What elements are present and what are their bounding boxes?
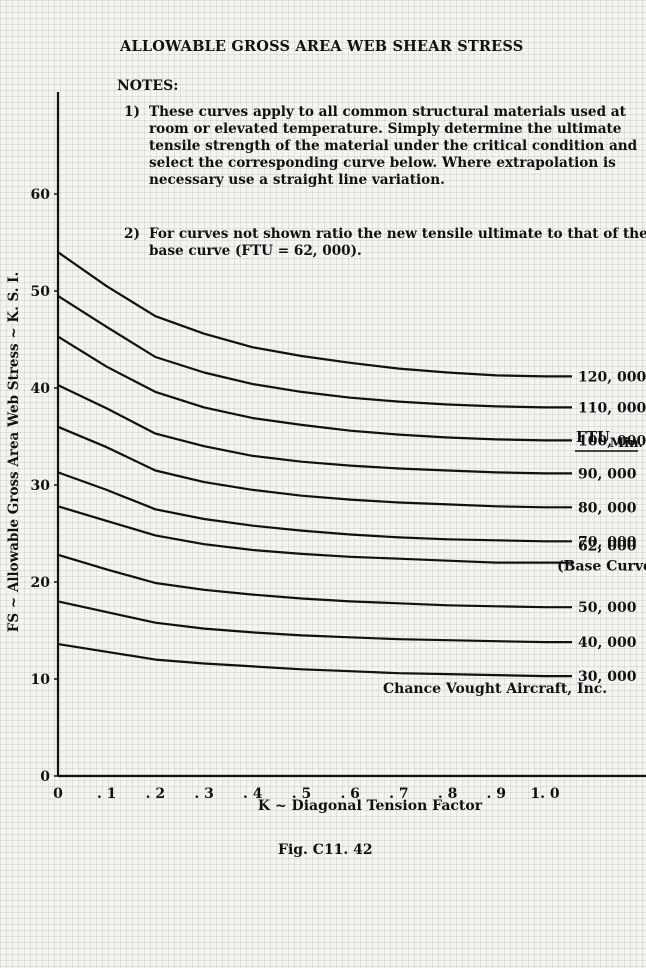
note-text: These curves apply to all common structu… <box>149 104 638 188</box>
series-label: 50, 000 <box>578 600 637 616</box>
series-label: 80, 000 <box>578 500 637 516</box>
x-tick-label: 0 <box>53 786 63 802</box>
series-line <box>57 425 572 509</box>
series-line <box>57 600 572 644</box>
page-title: ALLOWABLE GROSS AREA WEB SHEAR STRESS <box>120 38 524 55</box>
series-line <box>57 553 572 609</box>
series-line <box>57 251 572 378</box>
x-tick-label: . 6 <box>340 786 360 802</box>
x-tick-label: . 7 <box>389 786 409 802</box>
x-tick-label: . 8 <box>438 786 458 802</box>
series-label: 100, 000 <box>578 433 646 449</box>
x-tick-label: . 4 <box>243 786 263 802</box>
x-tick-label: . 3 <box>194 786 214 802</box>
series-label: 62, 000 <box>578 539 637 555</box>
y-tick-label: 30 <box>31 478 51 494</box>
x-tick-label: 1. 0 <box>530 786 559 802</box>
series-line <box>57 471 572 543</box>
series-label: 110, 000 <box>578 400 646 416</box>
note-text: For curves not shown ratio the new tensi… <box>149 226 646 259</box>
series-line <box>57 294 572 409</box>
y-tick-label: 40 <box>31 381 51 397</box>
series-label-note: (Base Curve) <box>557 559 646 575</box>
x-tick-label: . 9 <box>487 786 507 802</box>
series-label: 90, 000 <box>578 466 637 482</box>
series-line <box>57 335 572 442</box>
series-line <box>57 643 572 678</box>
series-label: 120, 000 <box>578 369 646 385</box>
legend-title: FTUMin. <box>576 429 643 451</box>
figure-caption: Fig. C11. 42 <box>278 842 373 858</box>
x-tick-label: . 5 <box>292 786 312 802</box>
series-label: 70, 000 <box>578 534 637 550</box>
x-axis-label: K ~ Diagonal Tension Factor <box>258 798 483 814</box>
x-tick-label: . 2 <box>146 786 166 802</box>
note-number: 2) <box>124 226 140 242</box>
notes-heading: NOTES: <box>117 78 179 94</box>
credit-text: Chance Vought Aircraft, Inc. <box>383 681 608 697</box>
y-tick-label: 60 <box>31 187 51 203</box>
series-label: 40, 000 <box>578 635 637 651</box>
series-line <box>57 505 572 564</box>
y-tick-label: 50 <box>31 284 51 300</box>
series-line <box>57 384 572 475</box>
x-tick-label: . 1 <box>97 786 117 802</box>
series-label: 30, 000 <box>578 669 637 685</box>
y-tick-label: 0 <box>40 769 50 785</box>
note-number: 1) <box>124 104 140 120</box>
y-tick-label: 10 <box>31 672 51 688</box>
y-tick-label: 20 <box>31 575 51 591</box>
